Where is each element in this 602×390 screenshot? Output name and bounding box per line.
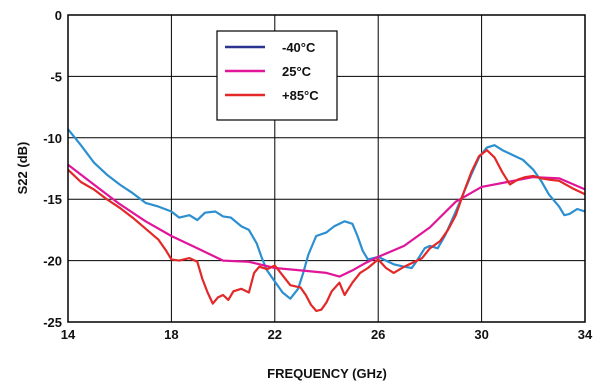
legend-label: -40°C [282, 40, 316, 55]
legend-label: 25°C [282, 64, 312, 79]
plot-frame [67, 14, 586, 323]
series-line-1 [67, 163, 586, 278]
series-lines [67, 128, 586, 312]
x-tick-label: 26 [371, 327, 385, 342]
x-tick-label: 34 [578, 327, 593, 342]
x-tick-label: 22 [268, 327, 282, 342]
tick-labels: 14 18 22 26 30 34 0 -5 -10 -15 -20 -25 [43, 8, 593, 342]
x-tick-label: 30 [474, 327, 488, 342]
legend-box [216, 30, 338, 121]
series-line-2 [67, 149, 586, 312]
y-tick-label: -25 [43, 315, 62, 330]
y-tick-label: 0 [55, 8, 62, 23]
x-axis-title: FREQUENCY (GHz) [267, 366, 387, 381]
x-tick-label: 14 [61, 327, 76, 342]
series-line-0 [67, 128, 586, 300]
y-axis-title: S22 (dB) [15, 142, 30, 195]
legend-label: +85°C [282, 88, 319, 103]
y-tick-label: -15 [43, 192, 62, 207]
y-tick-label: -20 [43, 254, 62, 269]
y-tick-label: -10 [43, 131, 62, 146]
y-tick-label: -5 [50, 69, 62, 84]
legend: -40°C 25°C +85°C [216, 30, 338, 121]
x-tick-label: 18 [164, 327, 178, 342]
